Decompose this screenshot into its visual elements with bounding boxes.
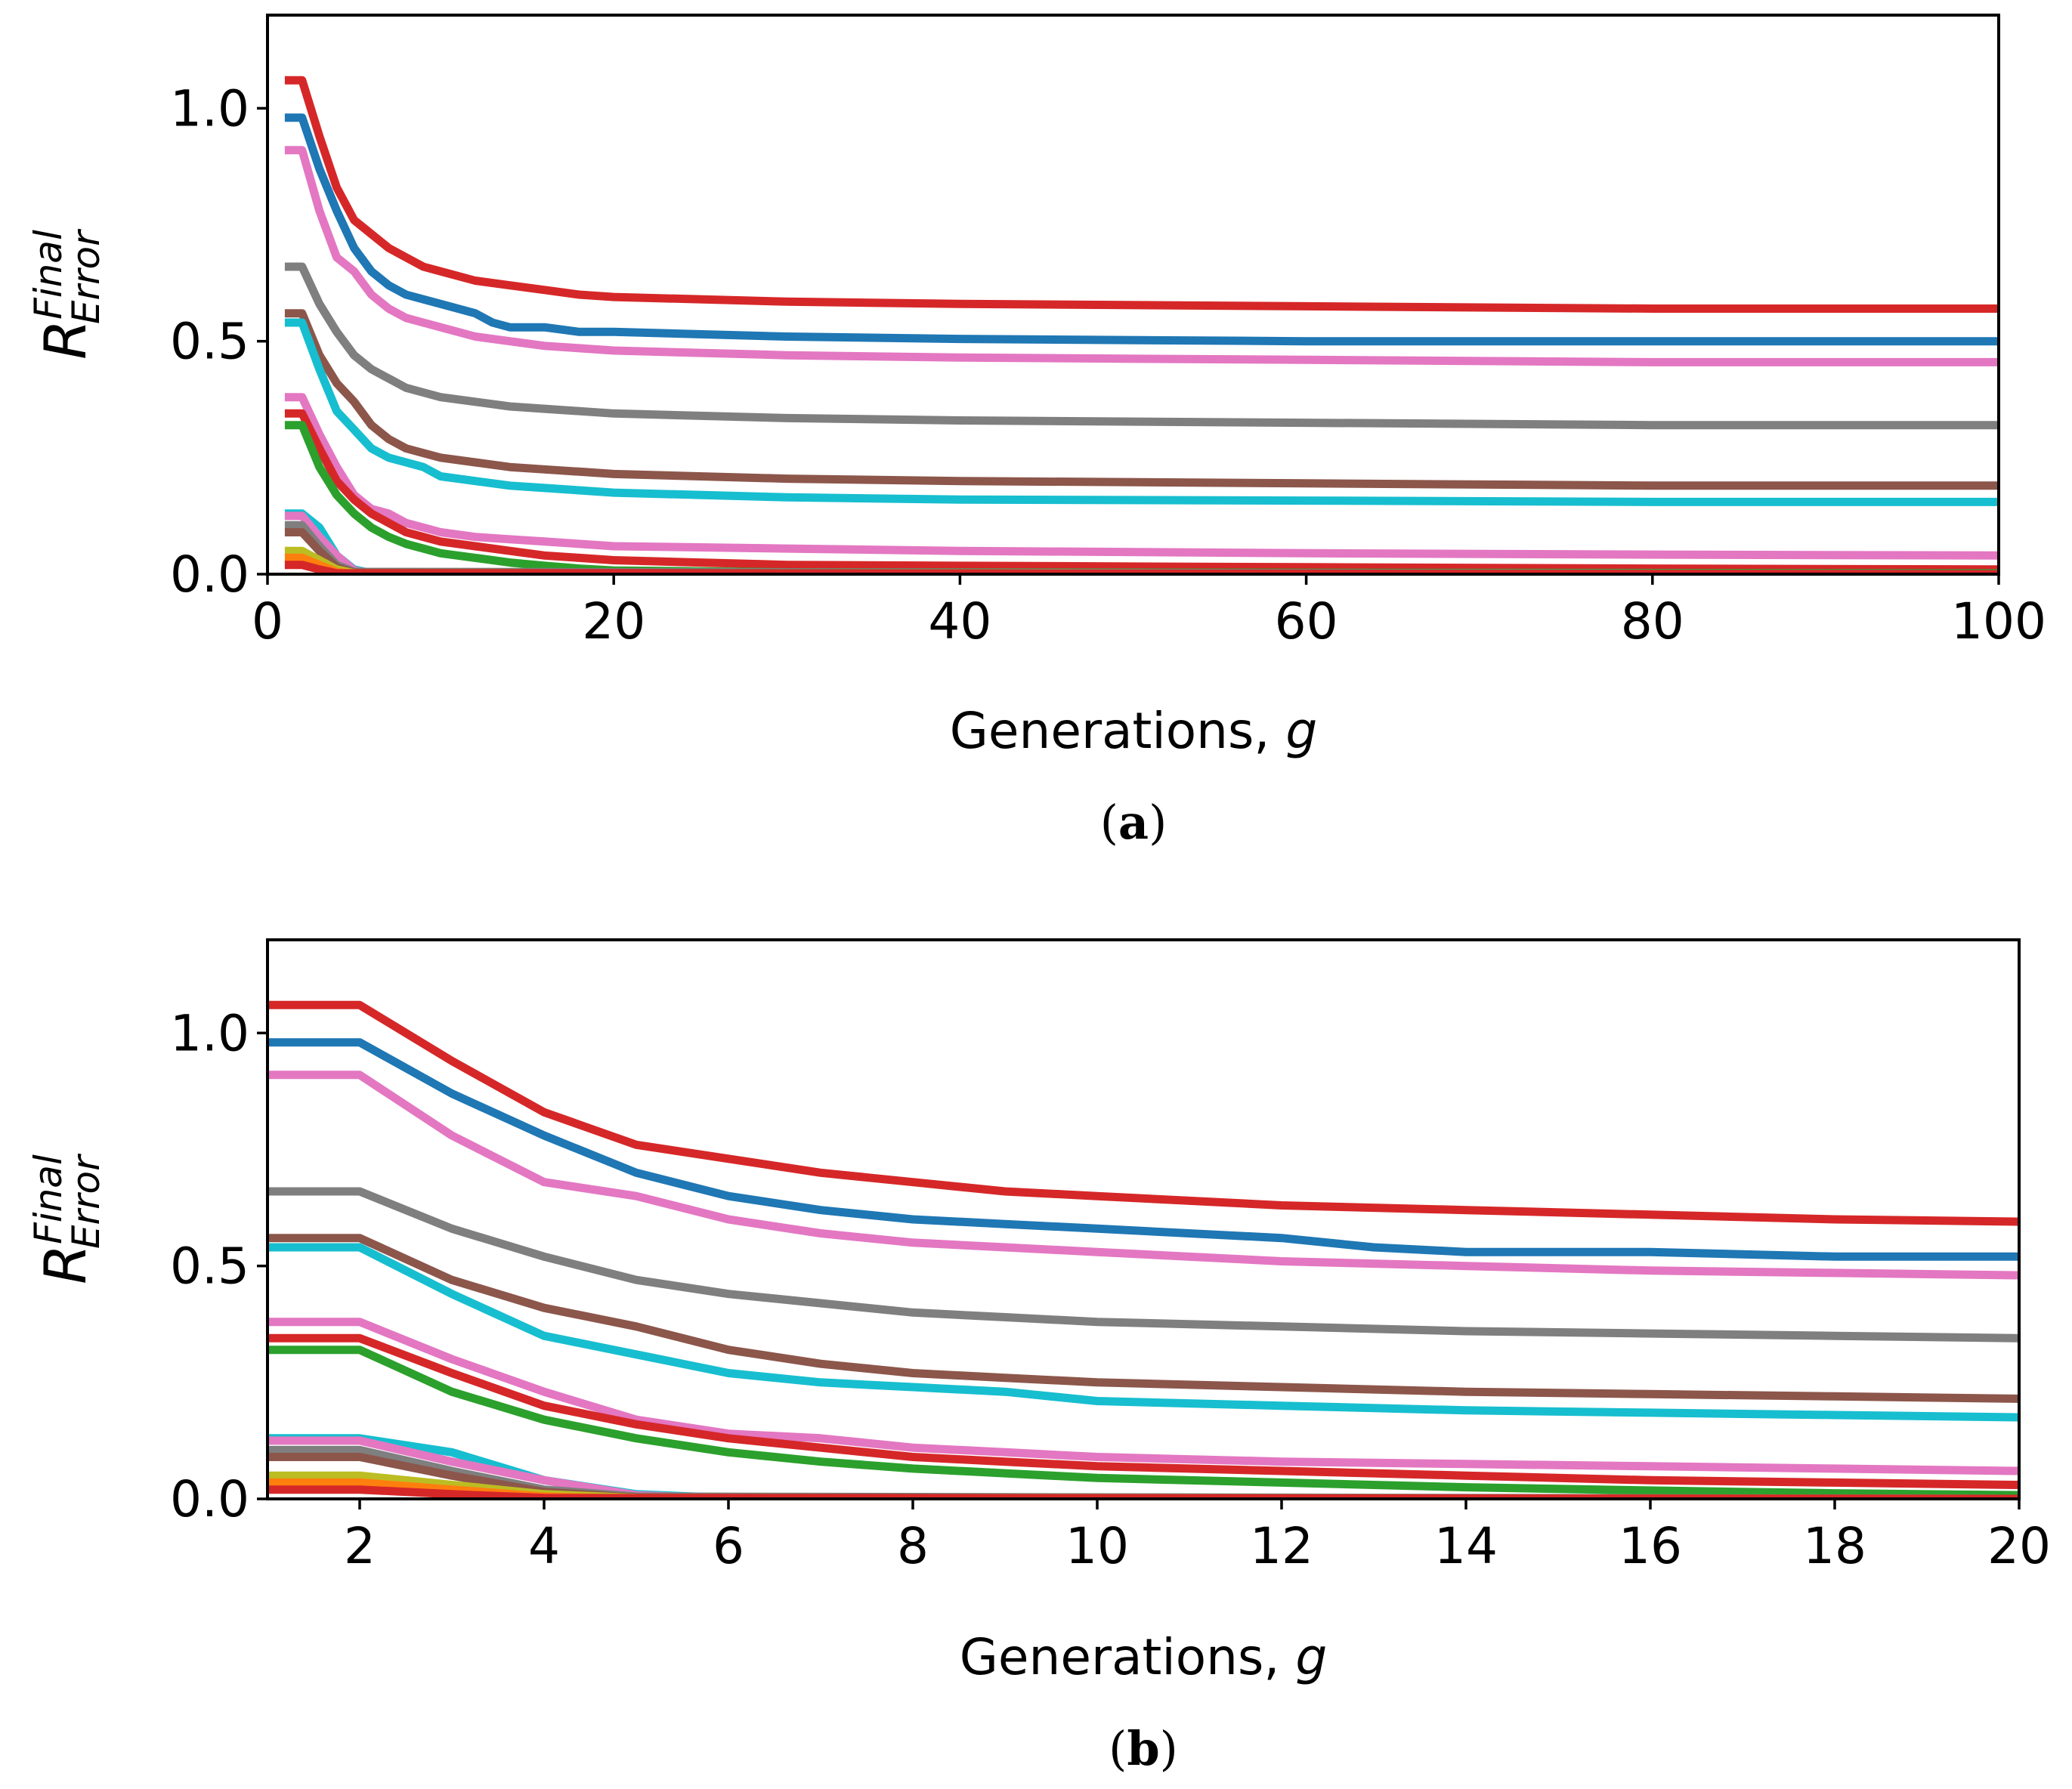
caption-a: (a) xyxy=(1100,795,1167,850)
x-axis: 0 20 40 60 80 100 xyxy=(252,574,2046,650)
series-line-9 xyxy=(268,1346,2019,1499)
series-line-1 xyxy=(284,76,1999,313)
y-tick-label: 1.0 xyxy=(170,79,249,137)
x-axis: 2 4 6 8 10 12 14 16 18 20 xyxy=(344,1499,2051,1575)
y-tick-label: 0.5 xyxy=(170,1237,249,1296)
series-line-1 xyxy=(268,1000,2019,1226)
series-line-4 xyxy=(268,1187,2019,1343)
x-tick-label: 14 xyxy=(1434,1517,1498,1575)
x-tick-label: 20 xyxy=(1987,1517,2051,1575)
series-line-4 xyxy=(284,262,1999,430)
series-line-6 xyxy=(268,1243,2019,1422)
series-line-8 xyxy=(284,409,1999,574)
x-axis-label: Generations, g xyxy=(960,1628,1327,1686)
x-tick-label: 0 xyxy=(252,592,283,650)
series-line-2 xyxy=(268,1038,2019,1261)
x-tick-label: 18 xyxy=(1803,1517,1866,1575)
x-tick-label: 10 xyxy=(1065,1517,1129,1575)
x-tick-label: 20 xyxy=(582,592,645,650)
x-tick-label: 6 xyxy=(713,1517,744,1575)
panel-b: 2 4 6 8 10 12 14 16 18 20 0.0 0.5 1.0 Generations, … xyxy=(26,938,2051,1776)
caption-b: (b) xyxy=(1109,1721,1178,1776)
series-line-3 xyxy=(268,1071,2019,1280)
plot-frame xyxy=(266,938,2021,1500)
x-tick-label: 12 xyxy=(1250,1517,1313,1575)
plot-frame xyxy=(266,14,2000,576)
x-tick-label: 8 xyxy=(897,1517,929,1575)
x-tick-label: 16 xyxy=(1619,1517,1682,1575)
x-axis-label: Generations, g xyxy=(950,702,1317,760)
y-tick-label: 0.5 xyxy=(170,313,249,371)
y-axis: 0.0 0.5 1.0 xyxy=(170,79,268,604)
series-line-3 xyxy=(284,146,1999,366)
series-line-5 xyxy=(268,1234,2019,1403)
x-tick-label: 80 xyxy=(1621,592,1684,650)
series-layer xyxy=(268,1000,2019,1499)
y-axis-label: RFinalError xyxy=(26,228,108,360)
x-tick-label: 100 xyxy=(1951,592,2046,650)
x-tick-label: 40 xyxy=(928,592,991,650)
series-line-7 xyxy=(268,1318,2019,1475)
y-axis: 0.0 0.5 1.0 xyxy=(170,1004,268,1528)
panel-a: 0 20 40 60 80 100 0.0 0.5 1.0 Generations, g RF… xyxy=(26,14,2046,850)
series-line-6 xyxy=(284,318,1999,506)
x-tick-label: 2 xyxy=(344,1517,376,1575)
x-tick-label: 60 xyxy=(1275,592,1338,650)
x-tick-label: 4 xyxy=(528,1517,560,1575)
series-line-8 xyxy=(268,1333,2019,1489)
y-tick-label: 1.0 xyxy=(170,1004,249,1062)
y-tick-label: 0.0 xyxy=(170,1470,249,1528)
series-line-7 xyxy=(284,393,1999,560)
series-line-2 xyxy=(284,113,1999,346)
y-tick-label: 0.0 xyxy=(170,545,249,604)
series-line-5 xyxy=(284,309,1999,490)
y-axis-label: RFinalError xyxy=(26,1153,108,1284)
